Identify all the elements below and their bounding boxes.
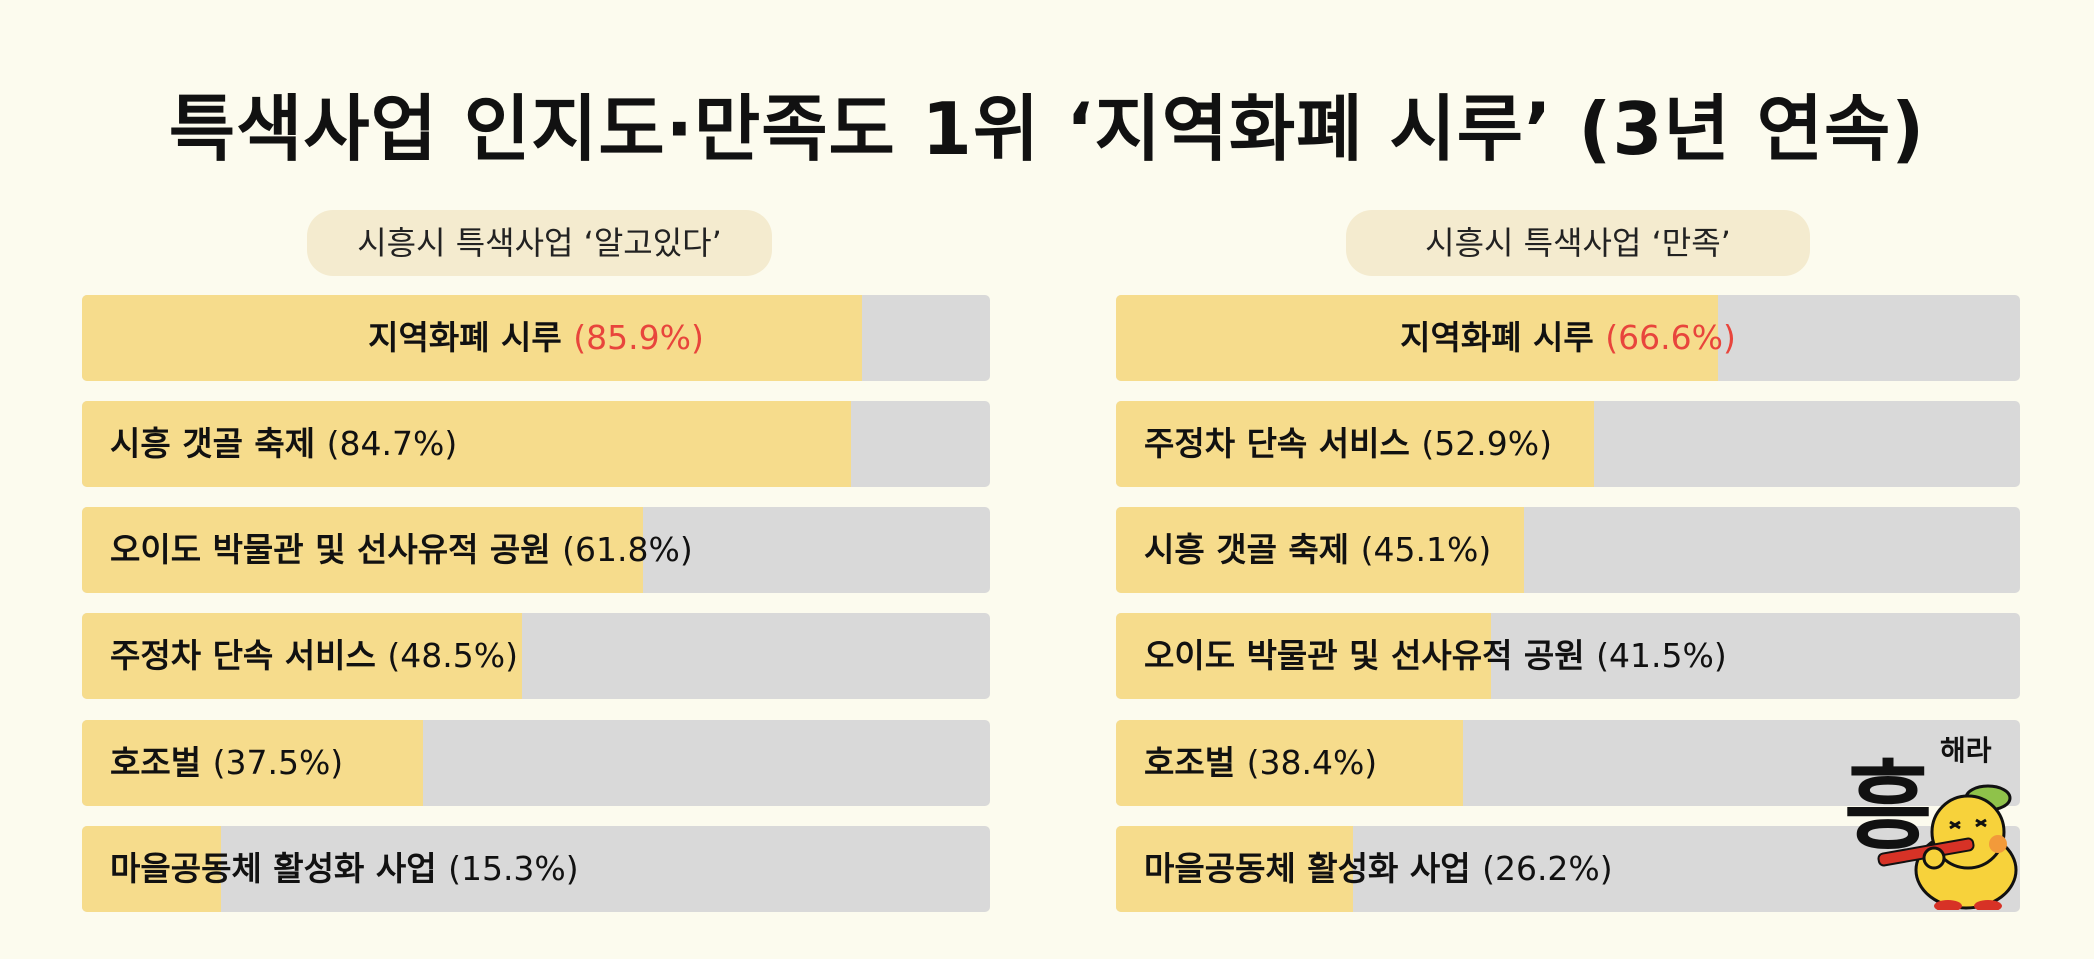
bar-value-label: (26.2%) (1482, 849, 1613, 888)
bar-row: 주정차 단속 서비스 (48.5%) (82, 613, 990, 699)
bar-label: 마을공동체 활성화 사업 (26.2%) (1144, 826, 1613, 912)
bar-fill (1116, 507, 1524, 593)
bar-row: 마을공동체 활성화 사업 (15.3%) (82, 826, 990, 912)
bar-row: 지역화폐 시루 (85.9%) (82, 295, 990, 381)
bar-category-label: 호조벌 (110, 743, 202, 782)
bar-label: 호조벌 (38.4%) (1144, 720, 1377, 806)
bar-category-label: 주정차 단속 서비스 (110, 636, 376, 675)
bar-fill (82, 613, 523, 699)
bar-fill (82, 507, 644, 593)
bar-fill (82, 401, 852, 487)
bar-value-label: (45.1%) (1360, 530, 1492, 569)
bar-value-label: (38.4%) (1246, 743, 1378, 782)
bar-category-label: 오이도 박물관 및 선사유적 공원 (1144, 636, 1585, 675)
bar-row: 호조벌 (38.4%) (1116, 720, 2020, 806)
bar-label: 시흥 갯골 축제 (45.1%) (1144, 507, 1491, 593)
bar-label: 오이도 박물관 및 선사유적 공원 (41.5%) (1144, 613, 1727, 699)
bar-row: 시흥 갯골 축제 (45.1%) (1116, 507, 2020, 593)
svg-text:흥: 흥 (1844, 751, 1932, 863)
bar-fill (82, 826, 221, 912)
bar-value-label: (15.3%) (448, 849, 579, 888)
bar-value-label: (41.5%) (1596, 636, 1727, 675)
bar-category-label: 시흥 갯골 축제 (110, 424, 316, 463)
bar-row: 호조벌 (37.5%) (82, 720, 990, 806)
bar-value-label: (37.5%) (212, 743, 344, 782)
bar-label: 주정차 단속 서비스 (48.5%) (110, 613, 518, 699)
bar-fill (1116, 720, 1464, 806)
bar-row: 마을공동체 활성화 사업 (26.2%) (1116, 826, 2020, 912)
bar-value-label: (66.6%) (1605, 318, 1736, 357)
bar-label: 마을공동체 활성화 사업 (15.3%) (110, 826, 579, 912)
bar-fill (1116, 295, 1719, 381)
svg-text:해라: 해라 (1940, 734, 1992, 767)
bar-value-label: (48.5%) (387, 636, 518, 675)
bar-label: 지역화폐 시루 (66.6%) (1116, 295, 2020, 381)
bar-value-label: (85.9%) (573, 318, 704, 357)
bar-category-label: 오이도 박물관 및 선사유적 공원 (110, 530, 551, 569)
bar-label: 시흥 갯골 축제 (84.7%) (110, 401, 457, 487)
bar-category-label: 지역화폐 시루 (368, 318, 562, 357)
bar-category-label: 시흥 갯골 축제 (1144, 530, 1350, 569)
bar-row: 시흥 갯골 축제 (84.7%) (82, 401, 990, 487)
bar-label: 오이도 박물관 및 선사유적 공원 (61.8%) (110, 507, 693, 593)
bar-label: 주정차 단속 서비스 (52.9%) (1144, 401, 1552, 487)
bar-category-label: 마을공동체 활성화 사업 (110, 849, 437, 888)
bar-label: 지역화폐 시루 (85.9%) (82, 295, 990, 381)
bar-row: 주정차 단속 서비스 (52.9%) (1116, 401, 2020, 487)
page-title: 특색사업 인지도·만족도 1위 ‘지역화폐 시루’ (3년 연속) (168, 87, 1926, 171)
bar-value-label: (84.7%) (326, 424, 458, 463)
heung-haera-mascot-icon: 흥 해라 (1838, 720, 2028, 912)
bar-fill (82, 720, 423, 806)
bar-fill (1116, 613, 1492, 699)
bar-label: 호조벌 (37.5%) (110, 720, 343, 806)
bar-category-label: 마을공동체 활성화 사업 (1144, 849, 1471, 888)
bar-category-label: 주정차 단속 서비스 (1144, 424, 1410, 463)
awareness-chart-title: 시흥시 특색사업 ‘알고있다’ (307, 210, 772, 276)
bar-fill (82, 295, 862, 381)
bar-category-label: 호조벌 (1144, 743, 1236, 782)
satisfaction-chart-title: 시흥시 특색사업 ‘만족’ (1346, 210, 1810, 276)
bar-value-label: (61.8%) (562, 530, 693, 569)
bar-row: 지역화폐 시루 (66.6%) (1116, 295, 2020, 381)
bar-category-label: 지역화폐 시루 (1400, 318, 1594, 357)
bar-fill (1116, 826, 1353, 912)
bar-row: 오이도 박물관 및 선사유적 공원 (61.8%) (82, 507, 990, 593)
bar-row: 오이도 박물관 및 선사유적 공원 (41.5%) (1116, 613, 2020, 699)
bar-fill (1116, 401, 1595, 487)
bar-value-label: (52.9%) (1421, 424, 1552, 463)
